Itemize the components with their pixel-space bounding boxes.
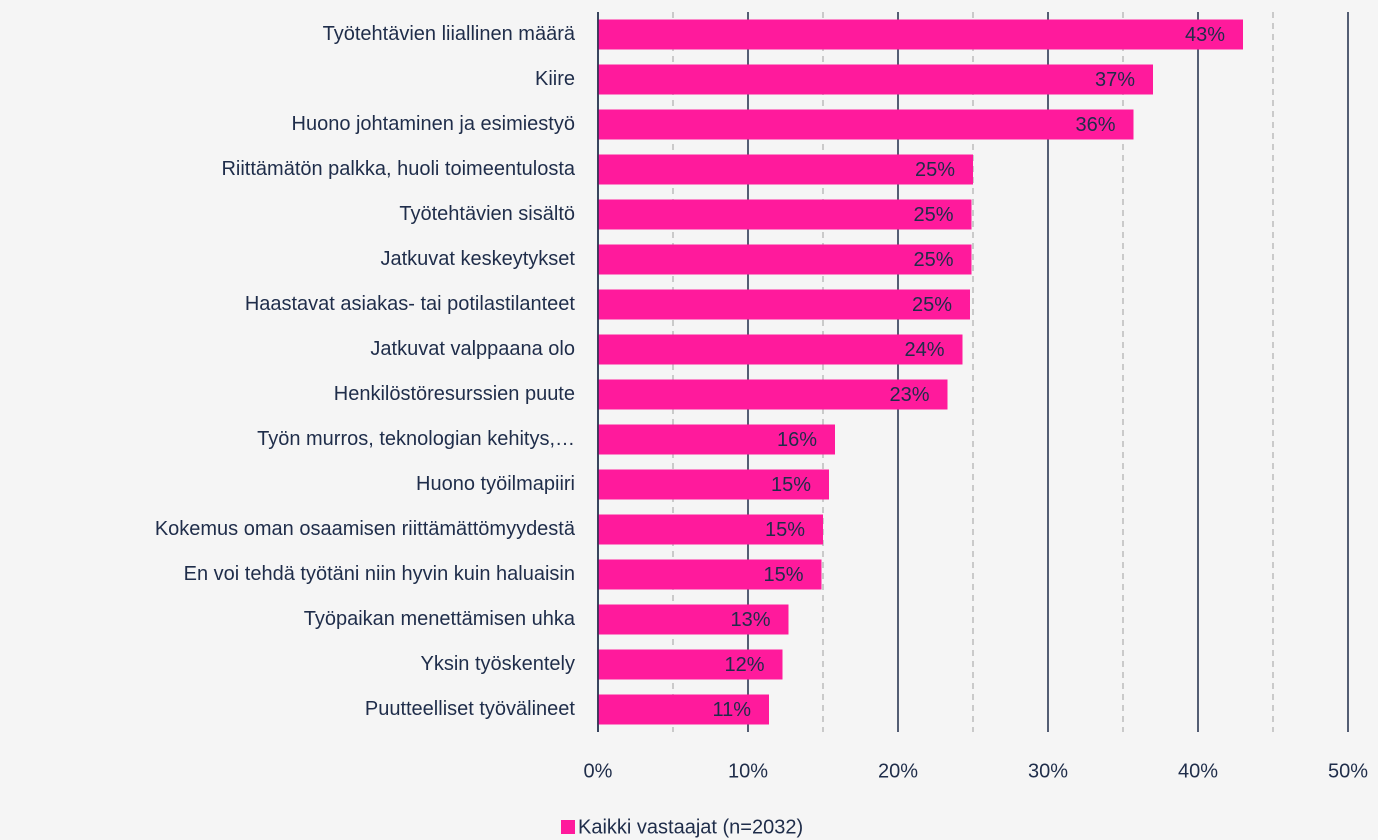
y-tick-label: Henkilöstöresurssien puute <box>334 383 575 405</box>
value-label: 25% <box>912 294 952 316</box>
bar <box>598 289 970 320</box>
value-label: 37% <box>1095 69 1135 91</box>
bar <box>598 514 823 545</box>
y-tick-label: Työn murros, teknologian kehitys,… <box>257 428 575 450</box>
bar <box>598 424 835 455</box>
bar <box>598 199 972 230</box>
value-label: 24% <box>904 339 944 361</box>
legend-label: Kaikki vastaajat (n=2032) <box>578 816 803 838</box>
x-tick-label: 10% <box>728 760 768 782</box>
bar <box>598 469 829 500</box>
value-label: 25% <box>913 249 953 271</box>
bar <box>598 64 1153 95</box>
y-tick-label: Kokemus oman osaamisen riittämättömyydes… <box>155 518 576 540</box>
y-tick-label: Riittämätön palkka, huoli toimeentulosta <box>221 158 575 180</box>
bar <box>598 109 1134 140</box>
bar <box>598 649 783 680</box>
y-tick-label: Puutteelliset työvälineet <box>365 698 576 720</box>
y-tick-label: Huono työilmapiiri <box>416 473 575 495</box>
y-tick-label: Huono johtaminen ja esimiestyö <box>292 113 576 135</box>
value-label: 11% <box>712 699 751 721</box>
bar <box>598 154 973 185</box>
y-tick-label: Jatkuvat keskeytykset <box>380 248 575 270</box>
bar <box>598 604 789 635</box>
x-tick-label: 20% <box>878 760 918 782</box>
y-tick-label: Yksin työskentely <box>420 653 575 675</box>
bar <box>598 379 948 410</box>
x-tick-label: 0% <box>584 760 613 782</box>
y-tick-label: Työtehtävien sisältö <box>399 203 575 225</box>
x-tick-label: 40% <box>1178 760 1218 782</box>
value-label: 15% <box>771 474 811 496</box>
value-label: 13% <box>730 609 770 631</box>
bar <box>598 19 1243 50</box>
y-tick-label: Kiire <box>535 68 575 90</box>
bar <box>598 244 972 275</box>
bar <box>598 559 822 590</box>
legend-swatch <box>561 820 575 834</box>
bar <box>598 334 963 365</box>
y-tick-label: Jatkuvat valppaana olo <box>370 338 575 360</box>
value-label: 12% <box>724 654 764 676</box>
value-label: 36% <box>1075 114 1115 136</box>
value-label: 15% <box>765 519 805 541</box>
y-tick-label: Työpaikan menettämisen uhka <box>304 608 576 630</box>
y-tick-label: En voi tehdä työtäni niin hyvin kuin hal… <box>184 563 575 585</box>
value-label: 25% <box>913 204 953 226</box>
x-tick-label: 30% <box>1028 760 1068 782</box>
value-label: 25% <box>915 159 955 181</box>
value-label: 15% <box>763 564 803 586</box>
y-tick-label: Työtehtävien liiallinen määrä <box>323 23 576 45</box>
bar <box>598 694 769 725</box>
x-tick-label: 50% <box>1328 760 1368 782</box>
value-label: 16% <box>777 429 817 451</box>
y-tick-label: Haastavat asiakas- tai potilastilanteet <box>245 293 576 315</box>
value-label: 23% <box>889 384 929 406</box>
value-label: 43% <box>1185 24 1225 46</box>
